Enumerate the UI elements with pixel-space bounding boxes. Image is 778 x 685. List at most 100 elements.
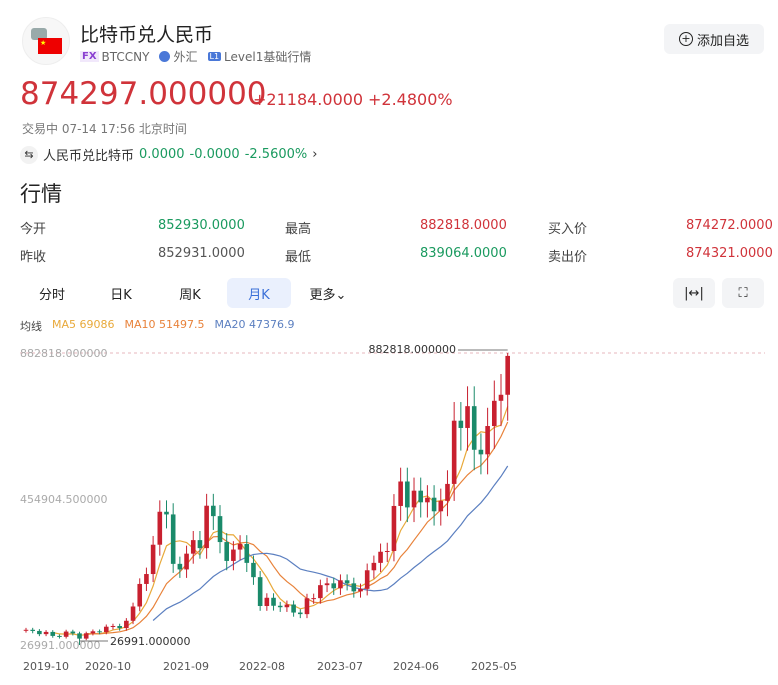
- globe-icon: [159, 51, 171, 62]
- candle: [197, 540, 203, 549]
- candle: [358, 588, 363, 592]
- quote-label: 最低: [285, 250, 312, 265]
- inverse-price: 0.0000: [139, 147, 185, 162]
- candle: [150, 544, 156, 575]
- candle: [224, 542, 229, 561]
- tab-0[interactable]: 分时: [38, 287, 65, 303]
- tab-4[interactable]: 更多⌄: [309, 287, 347, 303]
- y-axis-label-max: 882818.000000: [20, 347, 107, 360]
- ma10-line: [86, 421, 509, 635]
- quote-value: 874321.0000: [686, 246, 773, 261]
- candle: [144, 574, 149, 584]
- ma20-value: MA20 47376.9: [214, 318, 295, 331]
- max-marker-label: 882818.000000: [369, 343, 456, 356]
- candle: [90, 631, 96, 634]
- candle: [498, 394, 504, 401]
- tab-2[interactable]: 周K: [179, 287, 201, 303]
- candle: [297, 612, 303, 615]
- candle: [130, 606, 136, 621]
- candle: [184, 553, 189, 570]
- fullscreen-icon: ⛶: [738, 285, 748, 301]
- inverse-quote-link[interactable]: ⇆ 人民币兑比特币 0.0000 -0.0000 -2.5600% ›: [20, 145, 317, 164]
- candle: [371, 562, 377, 571]
- candle: [237, 544, 243, 550]
- candle: [311, 598, 316, 600]
- candle: [398, 481, 403, 506]
- symbol: BTCCNY: [101, 49, 150, 64]
- candle: [157, 511, 163, 545]
- candle: [391, 505, 397, 551]
- candle: [177, 563, 183, 570]
- trading-status: 交易中 07-14 17:56 北京时间: [22, 122, 187, 136]
- data-level: Level1基础行情: [224, 50, 312, 64]
- candle: [344, 580, 350, 584]
- candle: [431, 497, 437, 512]
- quote-value: 852931.0000: [158, 246, 245, 261]
- candle: [425, 497, 430, 503]
- quote-label: 今开: [20, 222, 47, 237]
- x-axis-label: 2019-10: [23, 660, 69, 673]
- candle: [384, 550, 390, 552]
- candle: [331, 583, 337, 589]
- candle: [411, 490, 417, 508]
- candle: [251, 562, 256, 578]
- candle: [50, 631, 56, 636]
- candle: [284, 604, 290, 608]
- y-axis-label-mid: 454904.500000: [20, 493, 107, 506]
- x-axis-label: 2022-08: [239, 660, 285, 673]
- fullscreen-button[interactable]: ⛶: [722, 278, 764, 308]
- candle: [170, 514, 176, 564]
- ma5-line: [52, 406, 509, 636]
- tab-1[interactable]: 日K: [110, 287, 132, 303]
- candle: [418, 490, 424, 503]
- candle: [304, 598, 310, 615]
- quote-value: 882818.0000: [420, 218, 507, 233]
- candle: [190, 540, 196, 554]
- candle: [338, 580, 343, 589]
- price-change: +21184.0000: [253, 90, 364, 109]
- candle: [318, 585, 323, 599]
- candle: [471, 406, 477, 450]
- candle: [271, 597, 276, 606]
- candle: [438, 500, 444, 512]
- x-axis-label: 2020-10: [85, 660, 131, 673]
- ma10-value: MA10 51497.5: [124, 318, 205, 331]
- market-type: 外汇: [173, 50, 198, 64]
- y-axis-label-min: 26991.000000: [20, 639, 100, 652]
- candle: [217, 516, 223, 543]
- candle: [465, 406, 470, 428]
- candle: [485, 426, 490, 455]
- chevron-right-icon: ›: [312, 147, 318, 162]
- candle: [451, 420, 457, 484]
- tab-3[interactable]: 月K: [227, 278, 291, 308]
- candle: [23, 629, 29, 631]
- candle: [364, 570, 370, 589]
- candle: [83, 633, 89, 639]
- add-watchlist-button[interactable]: + 添加自选: [664, 24, 764, 54]
- current-price: 874297.000000: [20, 76, 267, 112]
- fit-width-button[interactable]: |↔|: [673, 278, 715, 308]
- price-change-pct: +2.4800%: [368, 90, 453, 109]
- coin-icon: [31, 28, 47, 40]
- inverse-label: 人民币兑比特币: [43, 149, 135, 164]
- candle: [43, 631, 49, 635]
- candle: [164, 511, 169, 515]
- candle: [97, 631, 102, 633]
- quote-label: 卖出价: [548, 250, 588, 265]
- quote-value: 839064.0000: [420, 246, 507, 261]
- candle: [351, 583, 357, 592]
- currency-logo: [22, 17, 70, 65]
- candle: [244, 544, 250, 563]
- fit-width-icon: |↔|: [684, 285, 704, 301]
- candle: [264, 597, 270, 606]
- candle: [257, 577, 263, 606]
- candle: [324, 583, 330, 586]
- x-axis-label: 2023-07: [317, 660, 363, 673]
- candle: [70, 631, 76, 634]
- level1-icon: L1: [207, 52, 222, 61]
- inverse-change-pct: -2.5600%: [244, 147, 308, 162]
- candle: [505, 355, 510, 395]
- ma5-value: MA5 69086: [52, 318, 115, 331]
- candlestick-chart[interactable]: 882818.000000 454904.500000 26991.000000 88…: [0, 340, 778, 685]
- candle: [57, 635, 62, 637]
